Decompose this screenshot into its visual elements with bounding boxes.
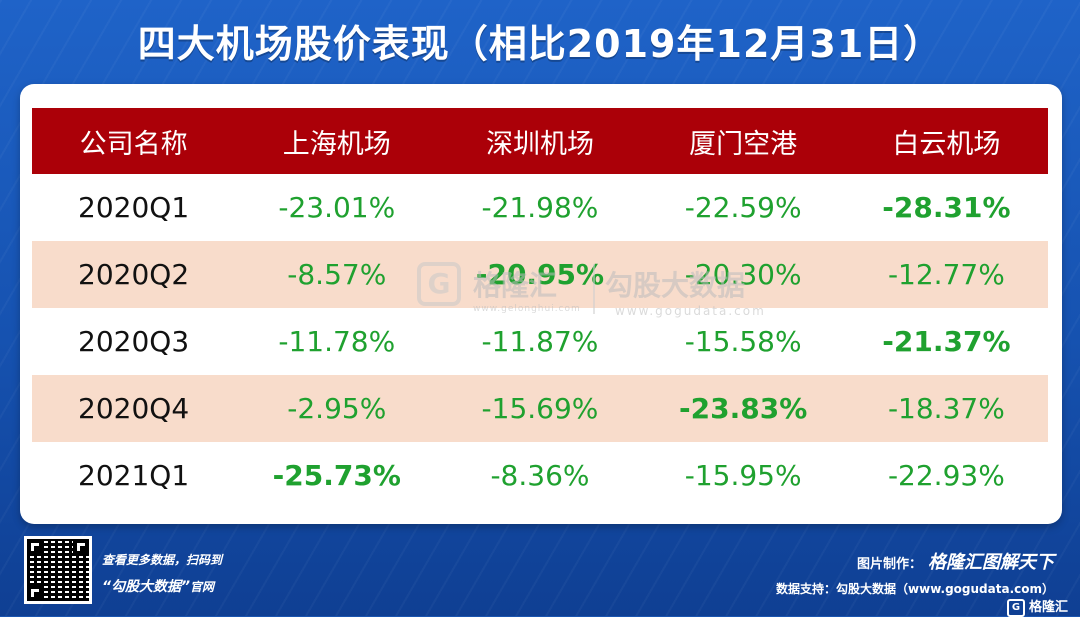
value-cell: -8.36% <box>490 459 590 492</box>
qr-code-icon[interactable] <box>24 536 92 604</box>
period-cell: 2020Q4 <box>32 375 236 442</box>
table-row: 2020Q4 -2.95% -15.69% -23.83% -18.37% <box>32 375 1048 442</box>
table-row: 2021Q1 -25.73% -8.36% -15.95% -22.93% <box>32 442 1048 509</box>
period-cell: 2021Q1 <box>78 459 190 492</box>
value-cell: -18.37% <box>844 375 1048 442</box>
value-cell: -15.58% <box>684 325 802 358</box>
qr-eye <box>27 539 43 555</box>
credit-brand: 格隆汇图解天下 <box>928 552 1054 573</box>
page-title: 四大机场股价表现（相比2019年12月31日） <box>137 22 943 66</box>
credit-label: 图片制作： <box>856 557 922 572</box>
header-xiamen-airport: 厦门空港 <box>641 108 845 174</box>
qr-eye <box>73 539 89 555</box>
header-shenzhen-airport: 深圳机场 <box>438 108 642 174</box>
scan-prompt-line2: “勾股大数据”官网 <box>102 576 214 596</box>
corner-logo: G 格隆汇 <box>1006 596 1068 617</box>
scan-prompt-site-name: “勾股大数据” <box>102 579 191 595</box>
table-row: 2020Q2 -8.57% -20.95% -20.30% -12.77% <box>32 241 1048 308</box>
value-cell: -11.87% <box>481 325 599 358</box>
value-cell: -25.73% <box>272 459 401 492</box>
stock-performance-table: 公司名称 上海机场 深圳机场 厦门空港 白云机场 2020Q1 -23.01% … <box>32 108 1048 509</box>
header-baiyun-airport: 白云机场 <box>844 108 1048 174</box>
gelonghui-corner-icon: G <box>1006 598 1025 617</box>
scan-prompt-suffix: 官网 <box>190 580 215 594</box>
period-cell: 2020Q3 <box>78 325 190 358</box>
table-row: 2020Q3 -11.78% -11.87% -15.58% -21.37% <box>32 308 1048 375</box>
value-cell: -12.77% <box>844 241 1048 308</box>
corner-logo-text: 格隆汇 <box>1028 600 1068 615</box>
image-credit: 图片制作： 格隆汇图解天下 <box>857 548 1054 574</box>
value-cell: -20.30% <box>641 241 845 308</box>
data-support-credit: 数据支持：勾股大数据（www.gogudata.com） <box>776 582 1054 596</box>
table-row: 2020Q1 -23.01% -21.98% -22.59% -28.31% <box>32 174 1048 241</box>
qr-eye <box>27 585 43 601</box>
value-cell: -11.78% <box>278 325 396 358</box>
table-card: 公司名称 上海机场 深圳机场 厦门空港 白云机场 2020Q1 -23.01% … <box>20 84 1062 524</box>
period-cell: 2020Q1 <box>78 191 190 224</box>
scan-prompt-line1: 查看更多数据，扫码到 <box>102 553 223 567</box>
value-cell: -2.95% <box>235 375 439 442</box>
value-cell: -22.93% <box>887 459 1005 492</box>
header-shanghai-airport: 上海机场 <box>235 108 439 174</box>
value-cell: -21.98% <box>481 191 599 224</box>
value-cell: -20.95% <box>438 241 642 308</box>
table-header-row: 公司名称 上海机场 深圳机场 厦门空港 白云机场 <box>32 108 1048 174</box>
value-cell: -23.01% <box>278 191 396 224</box>
header-company: 公司名称 <box>32 108 236 174</box>
period-cell: 2020Q2 <box>32 241 236 308</box>
value-cell: -21.37% <box>882 325 1011 358</box>
value-cell: -15.95% <box>684 459 802 492</box>
value-cell: -28.31% <box>882 191 1011 224</box>
value-cell: -15.69% <box>438 375 642 442</box>
value-cell: -23.83% <box>641 375 845 442</box>
value-cell: -22.59% <box>684 191 802 224</box>
value-cell: -8.57% <box>235 241 439 308</box>
